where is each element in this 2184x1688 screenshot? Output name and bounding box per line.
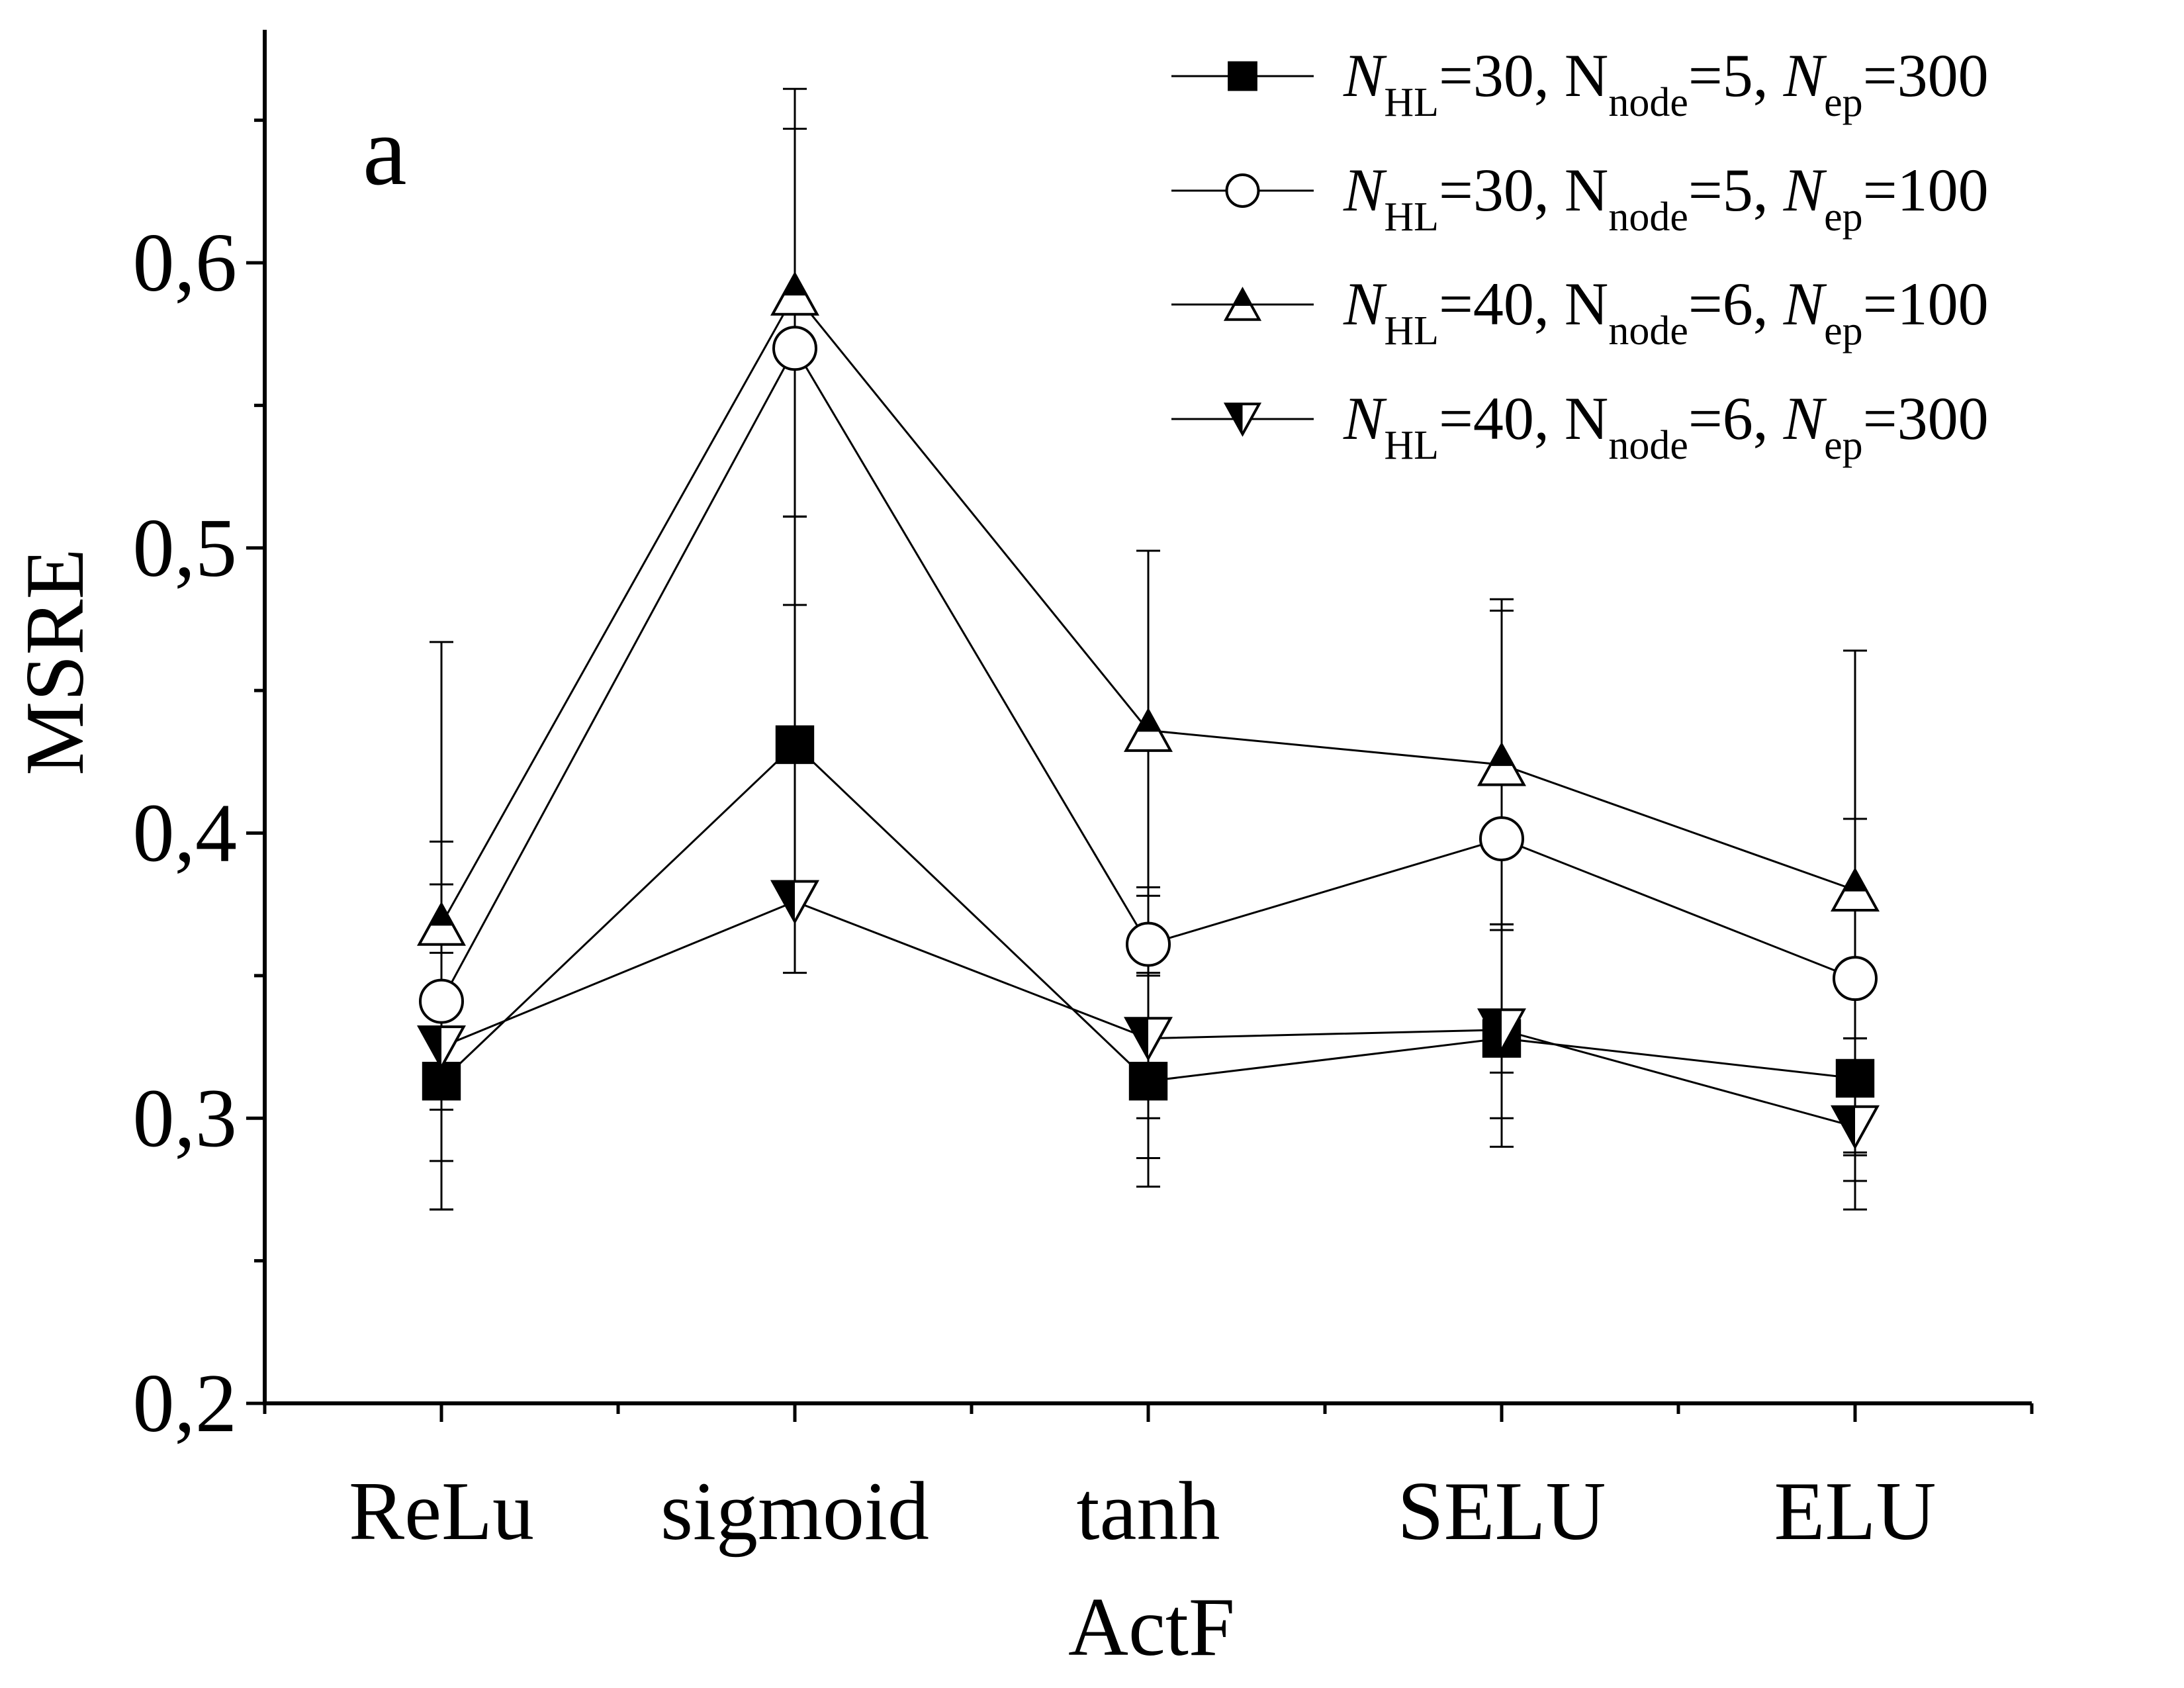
legend-marker — [1223, 402, 1262, 437]
x-tick-label: ReLu — [349, 1466, 534, 1558]
legend-entry: NHL=40, Nnode=6, Nep=100 — [1171, 270, 1989, 353]
data-point — [1128, 1062, 1168, 1101]
data-point — [775, 725, 815, 765]
data-point — [770, 271, 819, 316]
legend-marker — [1223, 287, 1262, 321]
x-tick-label: tanh — [1077, 1466, 1220, 1558]
data-point — [1479, 816, 1524, 862]
panel-label: a — [363, 96, 407, 206]
data-point — [417, 901, 466, 946]
legend-marker — [1228, 61, 1257, 91]
series-markers — [417, 271, 1880, 1150]
data-point — [772, 326, 817, 371]
data-point — [1477, 1008, 1526, 1053]
legend-label: NHL=40, Nnode=6, Nep=300 — [1343, 385, 1989, 468]
legend-label: NHL=40, Nnode=6, Nep=100 — [1343, 270, 1989, 353]
legend-label: NHL=30, Nnode=5, Nep=100 — [1343, 156, 1989, 240]
data-point — [1831, 867, 1880, 912]
y-tick-label: 0,2 — [133, 1358, 238, 1450]
legend-entry: NHL=30, Nnode=5, Nep=300 — [1171, 42, 1989, 125]
legend-entry: NHL=40, Nnode=6, Nep=300 — [1171, 385, 1989, 468]
y-axis-title: MSRE — [9, 548, 101, 775]
data-point — [1831, 1105, 1880, 1150]
data-point — [1126, 921, 1171, 967]
x-tick-label: SELU — [1398, 1466, 1606, 1558]
data-point — [1124, 707, 1173, 752]
data-point — [1835, 1058, 1875, 1098]
data-point — [1833, 956, 1878, 1002]
legend: NHL=30, Nnode=5, Nep=300 NHL=30, Nnode=5,… — [1171, 42, 1989, 468]
x-axis-title: ActF — [1068, 1581, 1235, 1673]
data-point — [417, 1025, 466, 1070]
axes: 0,2 0,3 0,4 0,5 0,6 ReLu sigmoid tanh SELU ELU — [133, 30, 2034, 1558]
legend-entry: NHL=30, Nnode=5, Nep=100 — [1171, 156, 1989, 240]
y-tick-label: 0,4 — [133, 788, 238, 880]
data-point — [770, 880, 819, 925]
x-tick-label: ELU — [1774, 1466, 1936, 1558]
legend-label: NHL=30, Nnode=5, Nep=300 — [1343, 42, 1989, 125]
legend-marker — [1225, 173, 1260, 208]
data-point — [1124, 1017, 1173, 1062]
x-tick-label: sigmoid — [660, 1466, 929, 1558]
y-tick-label: 0,3 — [133, 1072, 238, 1164]
data-point — [1477, 741, 1526, 786]
y-tick-label: 0,6 — [133, 217, 238, 309]
data-point — [419, 978, 464, 1024]
y-tick-label: 0,5 — [133, 502, 238, 594]
